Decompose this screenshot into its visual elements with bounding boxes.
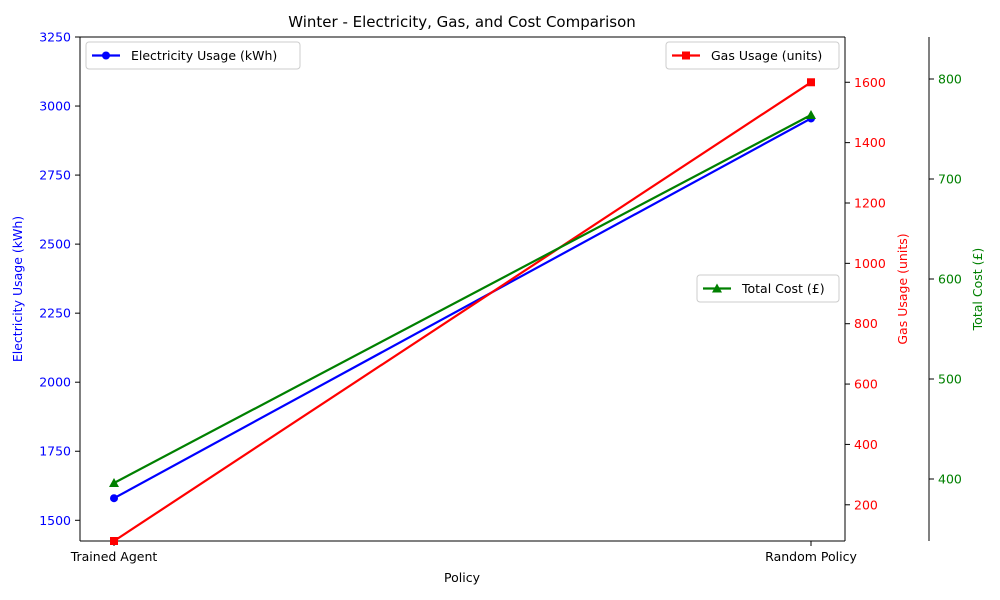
cost-legend-box [696, 274, 840, 303]
electricity-legend-box [85, 41, 301, 70]
gas-tick-label: 1200 [854, 195, 886, 210]
electricity-tick-label: 1500 [39, 513, 71, 528]
gas-data-point [110, 537, 118, 545]
electricity-tick-label: 2000 [39, 375, 71, 390]
gas-tick-label: 600 [854, 377, 878, 392]
electricity-axis-label: Electricity Usage (kWh) [10, 216, 25, 362]
gas-tick-label: 1600 [854, 75, 886, 90]
electricity-tick-label: 2250 [39, 306, 71, 321]
electricity-tick-label: 1750 [39, 444, 71, 459]
cost-axis-label: Total Cost (£) [970, 248, 985, 332]
gas-tick-label: 800 [854, 316, 878, 331]
gas-tick-label: 1400 [854, 135, 886, 150]
electricity-tick-label: 3250 [39, 30, 71, 45]
cost-tick-label: 800 [938, 72, 962, 87]
gas-legend-box [665, 41, 840, 70]
cost-tick-label: 700 [938, 172, 962, 187]
x-tick-label: Trained Agent [70, 549, 158, 564]
electricity-legend-label: Electricity Usage (kWh) [131, 48, 277, 63]
gas-legend-marker [682, 51, 690, 60]
electricity-data-point [110, 494, 118, 503]
cost-tick-label: 500 [938, 372, 962, 387]
gas-tick-label: 1000 [854, 256, 886, 271]
electricity-series-line [113, 117, 812, 500]
electricity-legend-marker [102, 51, 110, 60]
cost-data-point [109, 478, 119, 487]
gas-data-point [807, 78, 815, 87]
cost-tick-label: 600 [938, 272, 962, 287]
gas-axis-label: Gas Usage (units) [895, 233, 910, 344]
cost-tick-label: 400 [938, 472, 962, 487]
gas-tick-label: 400 [854, 437, 878, 452]
cost-series-line [113, 114, 812, 484]
cost-legend-marker [712, 283, 722, 293]
electricity-tick-label: 2500 [39, 237, 71, 252]
electricity-tick-label: 3000 [39, 99, 71, 114]
x-tick-label: Random Policy [765, 549, 857, 564]
gas-tick-label: 200 [854, 497, 878, 512]
cost-data-point [806, 110, 816, 119]
cost-legend-label: Total Cost (£) [741, 281, 825, 296]
chart-title: Winter - Electricity, Gas, and Cost Comp… [288, 13, 636, 31]
gas-legend-label: Gas Usage (units) [711, 48, 822, 63]
gas-series-line [113, 81, 812, 542]
electricity-tick-label: 2750 [39, 168, 71, 183]
x-axis-label: Policy [444, 570, 481, 585]
plot-layer: Trained Agent Random Policy 1500 1750 2000 22… [10, 30, 985, 565]
